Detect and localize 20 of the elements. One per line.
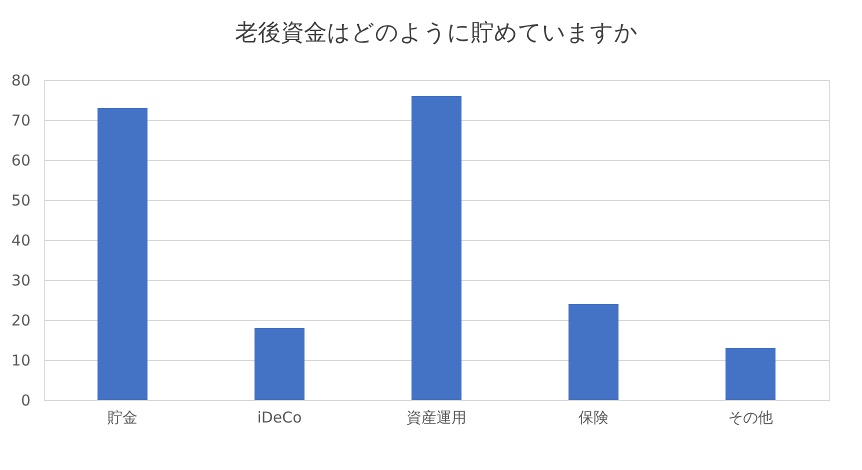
y-tick-label: 60 <box>11 152 30 170</box>
bar <box>568 304 618 400</box>
bar <box>412 96 462 400</box>
bar <box>254 328 304 400</box>
y-tick-label: 40 <box>11 232 30 250</box>
y-tick-label: 30 <box>11 272 30 290</box>
x-tick-label: 保険 <box>578 408 608 426</box>
x-tick-label: 貯金 <box>108 408 138 426</box>
y-tick-label: 80 <box>11 72 30 90</box>
x-tick-label: その他 <box>728 408 773 426</box>
y-tick-label: 70 <box>11 112 30 130</box>
x-tick-label: 資産運用 <box>406 408 466 426</box>
chart-title: 老後資金はどのように貯めていますか <box>235 20 638 46</box>
bar <box>726 348 776 400</box>
y-tick-label: 10 <box>11 352 30 370</box>
y-tick-label: 0 <box>20 392 30 410</box>
bar <box>98 108 148 400</box>
y-tick-label: 20 <box>11 312 30 330</box>
y-tick-label: 50 <box>11 192 30 210</box>
x-tick-label: iDeCo <box>257 408 302 426</box>
